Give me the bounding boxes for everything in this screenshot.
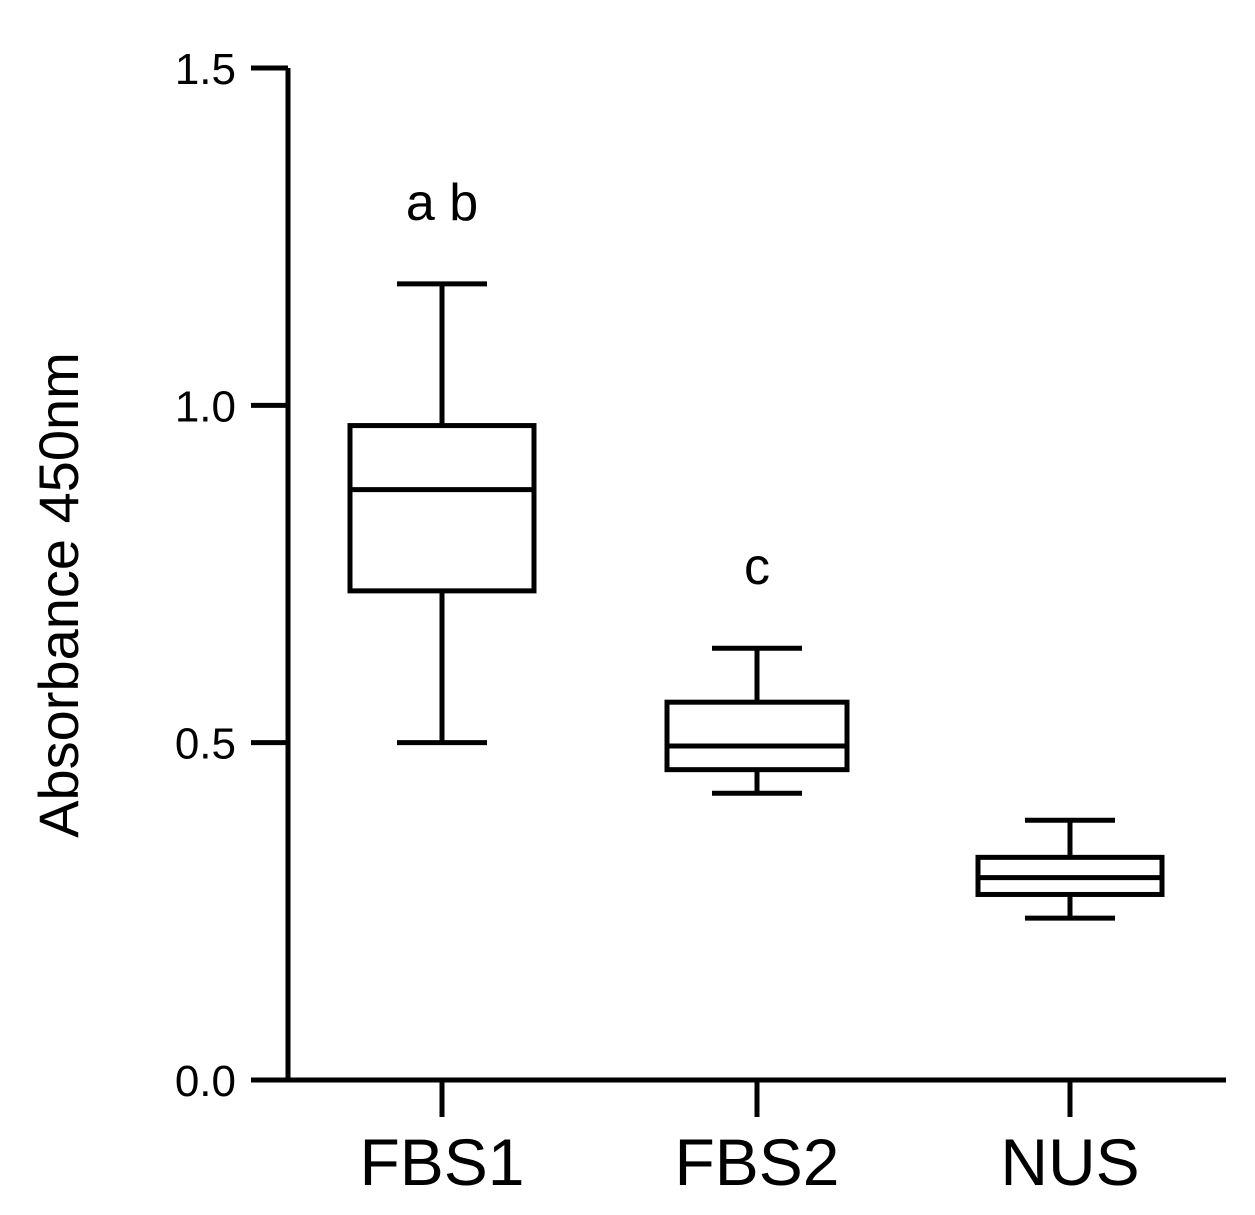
box-nus <box>975 817 1165 921</box>
y-tick-label: 0.0 <box>175 1057 236 1106</box>
y-axis: 0.0 0.5 1.0 1.5 <box>175 45 291 1106</box>
box-fbs1: a b <box>347 174 537 746</box>
y-axis-label: Absorbance 450nm <box>27 352 90 838</box>
y-tick-label: 0.5 <box>175 720 236 769</box>
x-tick-label: FBS2 <box>674 1125 839 1199</box>
significance-annotation: a b <box>406 174 478 232</box>
significance-annotation: c <box>744 538 770 596</box>
x-axis: FBS1 FBS2 NUS <box>288 1077 1226 1199</box>
iqr-box <box>347 423 537 594</box>
x-tick-label: FBS1 <box>359 1125 524 1199</box>
iqr-box <box>664 699 850 773</box>
box-fbs2: c <box>664 538 850 796</box>
y-tick-label: 1.0 <box>175 382 236 431</box>
boxes-group: a b c <box>347 174 1165 921</box>
x-tick-label: NUS <box>1000 1125 1139 1199</box>
y-tick-label: 1.5 <box>175 45 236 94</box>
